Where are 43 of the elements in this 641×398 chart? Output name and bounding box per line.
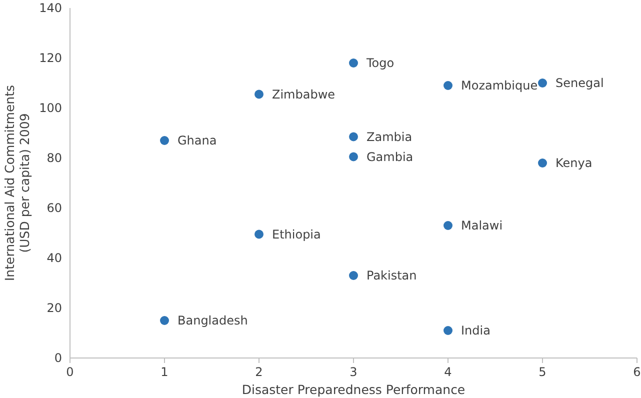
y-axis-title: International Aid Commitments (USD per capita) 2009: [2, 85, 32, 281]
annotation: Mozambique: [461, 78, 538, 93]
y-tick-label: 100: [39, 101, 62, 115]
point: [349, 271, 358, 280]
annotation: Senegal: [556, 76, 604, 90]
y-tick-label: 20: [46, 301, 62, 315]
x-tick-label: 5: [538, 365, 546, 379]
point: [254, 90, 264, 99]
point: [538, 78, 547, 88]
x-tick-label: 2: [255, 365, 263, 379]
x-tick-label: 3: [350, 365, 358, 379]
y-tick-label: 80: [46, 151, 62, 165]
y-tick-label: 140: [39, 1, 62, 15]
annotation: Togo: [366, 56, 394, 70]
y-tick-label: 60: [46, 201, 62, 215]
annotation: Ethiopia: [272, 227, 321, 242]
point: [444, 81, 452, 90]
point: [160, 316, 169, 325]
y-tick-label: 0: [54, 351, 62, 365]
annotation: India: [461, 324, 490, 338]
point: [538, 158, 547, 168]
annotation: Zimbabwe: [272, 87, 336, 102]
point: [254, 230, 264, 239]
x-tick-label: 6: [633, 365, 641, 379]
x-axis-title: Disaster Preparedness Performance: [242, 382, 466, 397]
x-tick-label: 4: [444, 365, 452, 379]
y-tick-label: 40: [46, 251, 62, 265]
annotation: Kenya: [556, 156, 592, 170]
annotation: Bangladesh: [178, 314, 248, 328]
x-tick-label: 1: [160, 365, 168, 379]
point: [349, 58, 358, 68]
y-tick-label: 120: [39, 51, 62, 65]
annotation: Ghana: [178, 134, 217, 148]
annotation: Pakistan: [366, 268, 417, 283]
point: [444, 221, 452, 230]
annotation: Gambia: [366, 150, 414, 164]
x-tick-label: 0: [66, 365, 74, 379]
annotation: Zambia: [366, 130, 412, 144]
point: [349, 132, 358, 142]
point: [444, 326, 452, 335]
point: [160, 136, 169, 145]
point: [349, 152, 358, 162]
annotation: Malawi: [461, 218, 503, 233]
